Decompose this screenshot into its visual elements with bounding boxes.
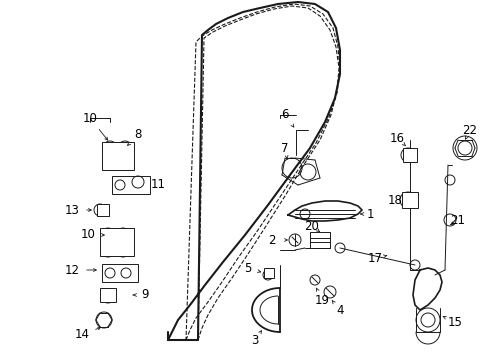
Text: 15: 15 [447,315,462,328]
Text: 4: 4 [336,303,343,316]
Bar [402,148,416,162]
Text: 8: 8 [134,129,142,141]
Text: 17: 17 [367,252,382,265]
Text: 7: 7 [281,141,288,154]
Text: 18: 18 [387,194,402,207]
Bar [100,288,116,302]
Text: 14: 14 [74,328,89,342]
Text: 1: 1 [366,207,373,220]
Text: 16: 16 [389,131,404,144]
Bar [97,204,109,216]
Text: 6: 6 [281,108,288,122]
Text: 13: 13 [64,203,79,216]
Text: 10: 10 [81,229,95,242]
Text: 3: 3 [251,333,258,346]
Bar [401,192,417,208]
Bar [100,228,134,256]
Text: 19: 19 [314,293,329,306]
Text: 20: 20 [304,220,319,233]
Text: 12: 12 [64,264,80,276]
Text: 2: 2 [268,234,275,247]
Text: 10: 10 [82,112,97,125]
Bar [112,176,150,194]
Text: 11: 11 [150,179,165,192]
Text: 9: 9 [141,288,148,302]
Text: 5: 5 [244,261,251,274]
Bar [102,264,138,282]
Bar [102,142,134,170]
Text: 22: 22 [462,123,476,136]
Text: 21: 21 [449,213,465,226]
Bar [264,268,273,278]
Bar [309,232,329,248]
